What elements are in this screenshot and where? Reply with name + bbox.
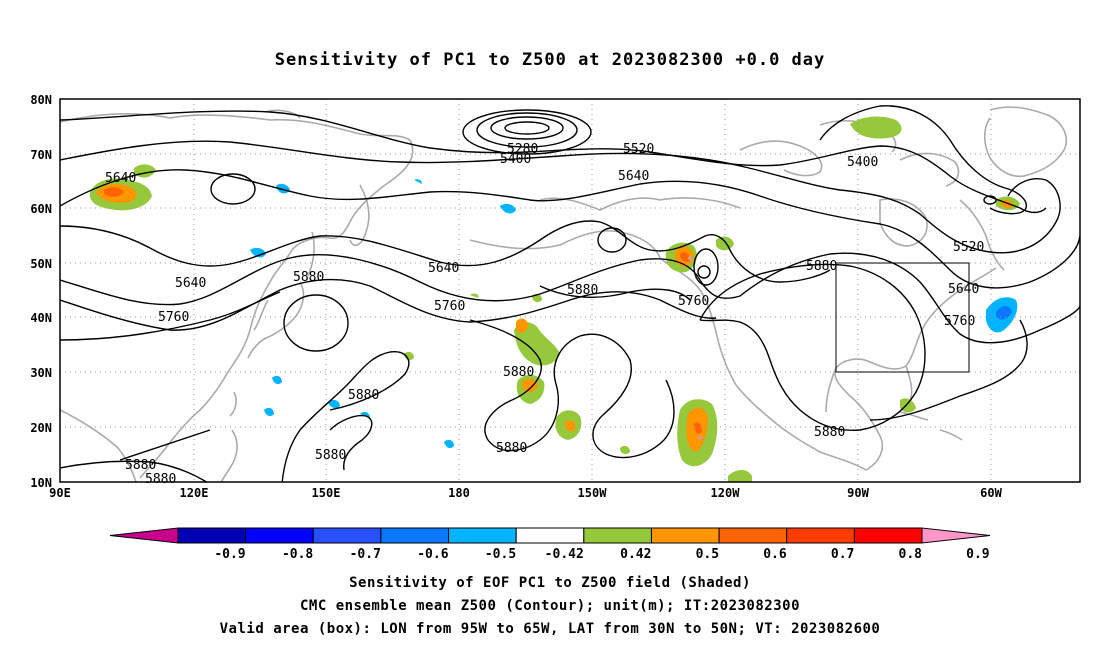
contour-label: 5880 xyxy=(503,365,534,380)
contour-label: 5880 xyxy=(814,425,845,440)
contour-label: 5880 xyxy=(496,441,527,456)
lon-label: 120W xyxy=(711,486,741,500)
lon-label: 120E xyxy=(180,486,209,500)
colorbar-box xyxy=(853,527,923,544)
contour-label: 5640 xyxy=(428,261,459,276)
contour-label: 5640 xyxy=(948,282,979,297)
contour-label: 5880 xyxy=(293,270,324,285)
map-frame xyxy=(59,98,1081,483)
contour-label: 5760 xyxy=(434,299,465,314)
lat-label: 80N xyxy=(30,93,52,107)
contour-label: 5640 xyxy=(618,169,649,184)
valid-area-box xyxy=(835,262,970,373)
contour-label: 5760 xyxy=(158,310,189,325)
colorbar-label: 0.5 xyxy=(696,547,719,562)
colorbar-box xyxy=(650,527,720,544)
lon-label: 90W xyxy=(847,486,869,500)
colorbar-box xyxy=(786,527,855,544)
colorbar-left-triangle xyxy=(109,527,179,544)
colorbar-label: 0.9 xyxy=(966,547,989,562)
contour-label: 5880 xyxy=(806,259,837,274)
lat-label: 20N xyxy=(30,421,52,435)
colorbar-right-triangle xyxy=(921,527,991,544)
colorbar-label: -0.8 xyxy=(282,547,313,562)
lon-label: 150W xyxy=(578,486,608,500)
colorbar-box xyxy=(312,527,382,544)
colorbar-label: -0.42 xyxy=(545,547,584,562)
colorbar-label: -0.9 xyxy=(214,547,245,562)
lat-label: 60N xyxy=(30,202,52,216)
contour-label: 5760 xyxy=(944,314,975,329)
colorbar-label: -0.5 xyxy=(485,547,516,562)
colorbar-label: -0.7 xyxy=(350,547,381,562)
contour-label: 5880 xyxy=(315,448,346,463)
contour-label: 5880 xyxy=(567,283,598,298)
contour-label: 5880 xyxy=(145,472,176,487)
lat-label: 30N xyxy=(30,366,52,380)
coastlines xyxy=(60,106,1068,482)
sensitivity-shading xyxy=(89,116,1020,482)
colorbar-box xyxy=(245,527,314,544)
contour-label: 5880 xyxy=(125,458,156,473)
colorbar-label: 0.8 xyxy=(899,547,923,562)
latitude-labels: 80N 70N 60N 50N 40N 30N 20N 10N xyxy=(30,93,52,490)
contour-label: 5280 xyxy=(507,142,538,157)
lon-label: 60W xyxy=(980,486,1002,500)
contour-label: 5640 xyxy=(175,276,206,291)
map-title: Sensitivity of PC1 to Z500 at 2023082300… xyxy=(274,50,826,70)
caption-shading: Sensitivity of EOF PC1 to Z500 field (Sh… xyxy=(349,575,751,591)
colorbar-box xyxy=(177,527,247,544)
lon-label: 180 xyxy=(448,486,470,500)
z500-contours xyxy=(60,105,1080,482)
lat-label: 40N xyxy=(30,311,52,325)
contour-label: 5400 xyxy=(847,155,878,170)
colorbar-box xyxy=(380,527,450,544)
contour-label: 5640 xyxy=(105,171,136,186)
colorbar-label: 0.42 xyxy=(620,547,651,562)
contour-label: 5520 xyxy=(623,142,654,157)
lon-label: 150E xyxy=(312,486,341,500)
lat-label: 70N xyxy=(30,148,52,162)
contour-label: 5760 xyxy=(678,294,709,309)
contour-label-group: 5280 5400 5520 5640 5400 5640 5520 5640 … xyxy=(105,142,984,487)
colorbar-label: 0.6 xyxy=(763,547,787,562)
colorbar-box xyxy=(515,527,585,544)
colorbar-box xyxy=(718,527,788,544)
contour-label: 5880 xyxy=(348,388,379,403)
colorbar-label: -0.6 xyxy=(417,547,448,562)
colorbar-box xyxy=(583,527,652,544)
contour-label: 5400 xyxy=(500,152,531,167)
lat-label: 10N xyxy=(30,476,52,490)
caption-valid-area: Valid area (box): LON from 95W to 65W, L… xyxy=(219,621,881,637)
colorbar-label: 0.7 xyxy=(831,547,854,562)
colorbar: -0.9 -0.8 -0.7 -0.6 -0.5 -0.42 0.42 0.5 0.6 0.7 0.… xyxy=(109,527,991,562)
lat-label: 50N xyxy=(30,257,52,271)
contour-label: 5520 xyxy=(953,240,984,255)
caption-contour: CMC ensemble mean Z500 (Contour); unit(m… xyxy=(299,598,800,614)
lon-label: 90E xyxy=(49,486,71,500)
colorbar-box xyxy=(448,527,517,544)
longitude-labels: 90E 120E 150E 180 150W 120W 90W 60W xyxy=(49,486,1002,500)
